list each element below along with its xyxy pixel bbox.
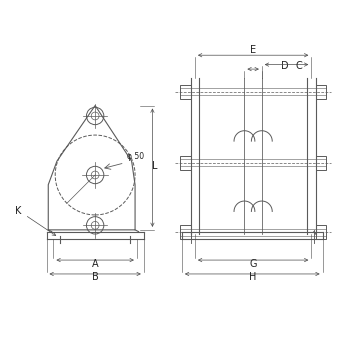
Text: D: D [281, 61, 288, 71]
Text: B: B [92, 272, 98, 282]
Bar [316, 85, 326, 99]
Bar [180, 85, 191, 99]
Text: φ 50: φ 50 [127, 152, 145, 161]
Text: A: A [92, 259, 98, 268]
Text: K: K [15, 206, 22, 216]
Bar [180, 225, 191, 239]
Text: E: E [250, 45, 256, 55]
Bar [316, 156, 326, 170]
Bar [180, 156, 191, 170]
Text: G: G [249, 259, 257, 268]
Text: H: H [250, 272, 257, 282]
Text: C: C [296, 61, 303, 71]
Bar [316, 225, 326, 239]
Text: L: L [153, 161, 158, 171]
